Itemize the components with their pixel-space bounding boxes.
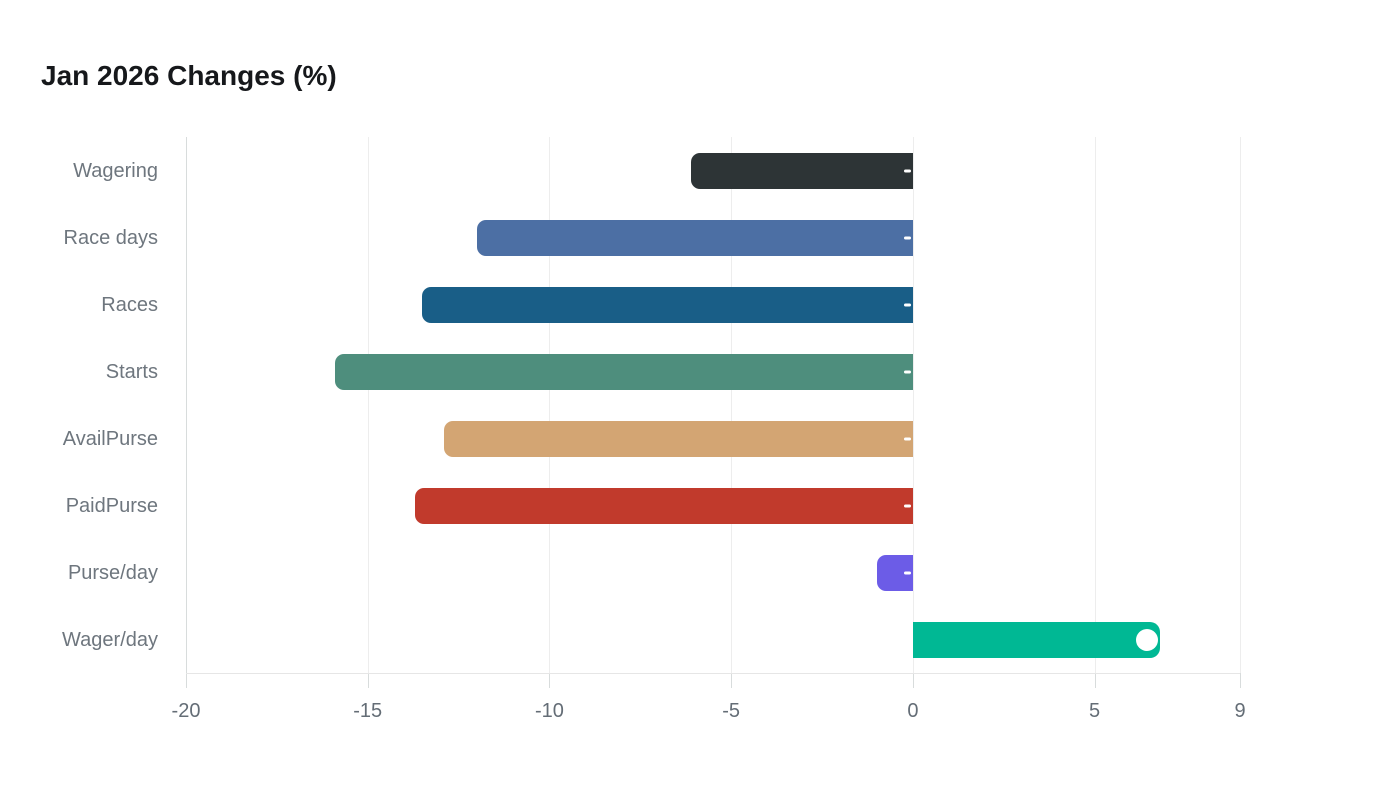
gridline [1240,137,1241,673]
y-axis-label: Purse/day [67,561,158,584]
bar-paidpurse [414,487,913,524]
gridline [912,137,914,673]
gridline [549,137,551,673]
x-axis-tick-mark [1094,673,1096,688]
y-axis-label: Race days [63,226,159,249]
bar-wager-day [912,621,1161,658]
bar-availpurse [444,420,913,457]
x-axis-tick-label: -15 [353,700,383,722]
x-axis-tick-mark [731,673,733,688]
x-axis-tick-label: -20 [171,700,201,722]
y-axis-label: Starts [105,360,158,383]
gridline [731,137,733,673]
x-axis-line [186,673,1240,674]
x-axis-tick-mark [549,673,551,688]
x-axis-tick-label: -10 [534,700,564,722]
x-axis-tick-mark [367,673,369,688]
gridline [1094,137,1096,673]
y-axis-label: AvailPurse [62,427,158,450]
bar-value-dash [903,169,911,172]
bar-race-days [476,219,913,256]
y-axis-label: Races [101,293,158,316]
y-axis-labels: Wagering Race days Races Starts AvailPurse Pa… [0,137,158,673]
bar-value-dash [903,504,911,507]
bar-wagering [691,152,913,189]
x-axis-tick-label: 0 [907,700,919,722]
bar-value-notch [1136,628,1159,651]
y-axis-label: Wagering [73,159,158,182]
x-axis-tick-mark [1240,673,1241,688]
bar-starts [335,353,913,390]
bar-purse-day [876,554,913,591]
y-axis-label: PaidPurse [65,494,158,517]
x-axis-tick-label: 9 [1234,700,1246,722]
x-axis-tick-mark [186,673,187,688]
bar-value-dash [903,303,911,306]
bar-value-dash [903,571,911,574]
x-axis-tick-label: 5 [1089,700,1101,722]
chart-title: Jan 2026 Changes (%) [41,60,337,91]
gridline [186,137,187,673]
bar-races [422,286,913,323]
gridline [367,137,369,673]
plot-area: -20 -15 -10 -5 0 5 9 [172,137,1246,722]
x-axis-tick-label: -5 [722,700,741,722]
bar-value-dash [903,437,911,440]
x-axis-tick-mark [912,673,914,688]
y-axis-label: Wager/day [62,628,158,651]
bar-value-dash [903,370,911,373]
bar-value-dash [903,236,911,239]
